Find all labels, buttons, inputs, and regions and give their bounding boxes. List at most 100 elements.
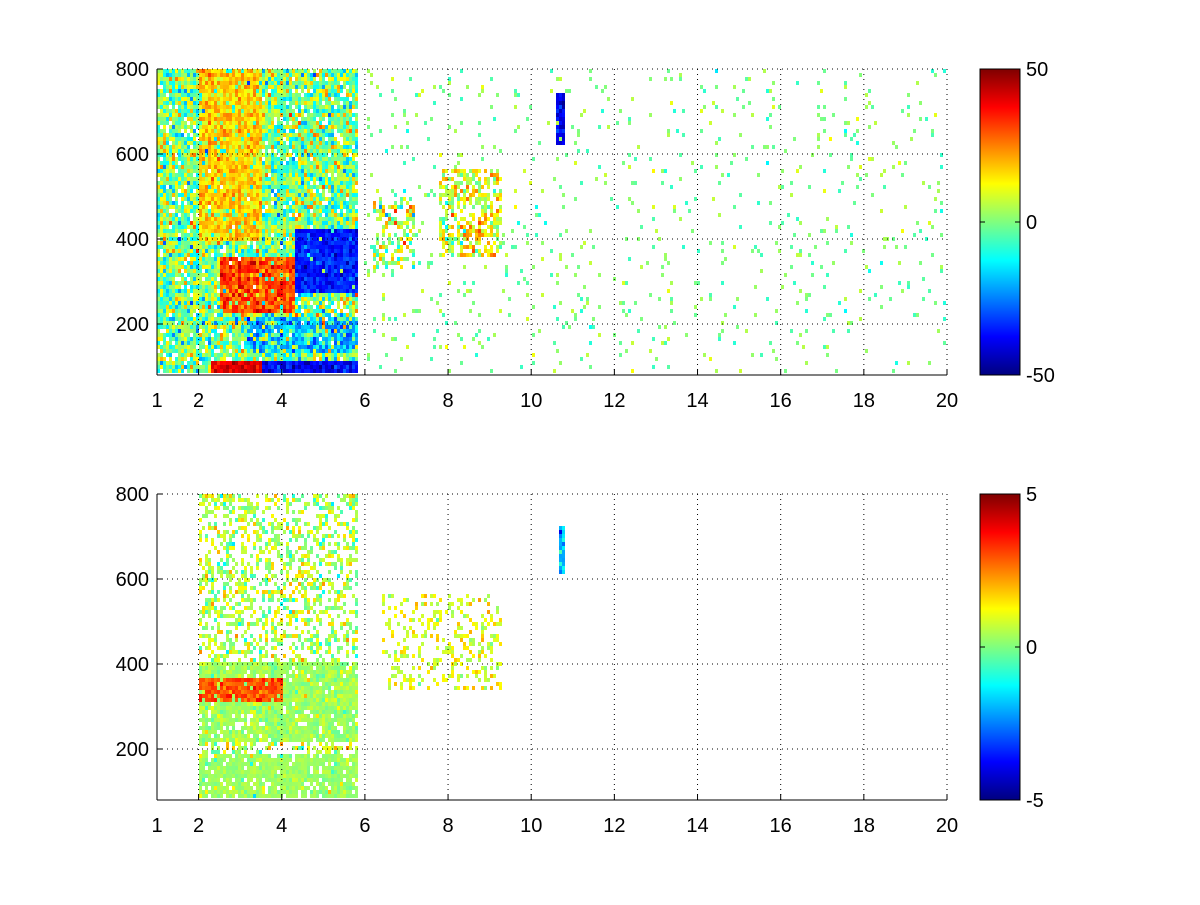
heatmap-cell <box>238 301 241 305</box>
heatmap-cell <box>265 149 268 153</box>
heatmap-cell <box>307 197 310 201</box>
heatmap-cell <box>235 93 238 97</box>
heatmap-cell <box>250 329 253 333</box>
heatmap-cell <box>184 149 187 153</box>
heatmap-cell <box>355 337 358 341</box>
heatmap-cell <box>313 357 316 361</box>
heatmap-cell <box>340 337 343 341</box>
heatmap-cell <box>163 301 166 305</box>
heatmap-cell <box>298 137 301 141</box>
heatmap-cell <box>319 301 322 305</box>
heatmap-cell <box>304 313 307 317</box>
heatmap-cell <box>238 133 241 137</box>
heatmap-cell <box>319 305 322 309</box>
heatmap-cell <box>226 281 229 285</box>
heatmap-cell <box>346 117 349 121</box>
heatmap-cell <box>277 113 280 117</box>
heatmap-cell <box>223 345 226 349</box>
heatmap-cell <box>223 69 226 73</box>
heatmap-cell <box>232 349 235 353</box>
heatmap-cell <box>223 225 226 229</box>
heatmap-cell <box>316 161 319 165</box>
heatmap-cell <box>184 161 187 165</box>
heatmap-cell <box>157 257 160 261</box>
heatmap-cell <box>268 201 271 205</box>
heatmap-cell <box>271 113 274 117</box>
heatmap-cell <box>337 241 340 245</box>
heatmap-cell <box>223 233 226 237</box>
heatmap-cell <box>241 101 244 105</box>
heatmap-cell <box>157 209 160 213</box>
heatmap-cell <box>172 237 175 241</box>
heatmap-cell <box>352 209 355 213</box>
heatmap-cell <box>169 153 172 157</box>
heatmap-cell <box>250 105 253 109</box>
heatmap-cell <box>307 237 310 241</box>
heatmap-cell <box>292 161 295 165</box>
heatmap-cell <box>265 221 268 225</box>
heatmap-cell <box>385 213 388 217</box>
heatmap-cell <box>229 205 232 209</box>
heatmap-cell <box>337 369 340 373</box>
heatmap-cell <box>346 281 349 285</box>
heatmap-cell <box>259 101 262 105</box>
heatmap-cell <box>181 93 184 97</box>
heatmap-cell <box>259 153 262 157</box>
heatmap-cell <box>292 281 295 285</box>
heatmap-cell <box>220 85 223 89</box>
heatmap-cell <box>220 361 223 365</box>
heatmap-cell <box>265 153 268 157</box>
heatmap-cell <box>271 77 274 81</box>
heatmap-cell <box>313 365 316 369</box>
heatmap-cell <box>403 313 406 317</box>
heatmap-cell <box>307 277 310 281</box>
heatmap-cell <box>232 81 235 85</box>
heatmap-cell <box>346 101 349 105</box>
heatmap-cell <box>250 237 253 241</box>
heatmap-cell <box>220 337 223 341</box>
heatmap-cell <box>349 329 352 333</box>
heatmap-cell <box>220 309 223 313</box>
heatmap-cell <box>343 245 346 249</box>
heatmap-cell <box>325 209 328 213</box>
heatmap-cell <box>247 245 250 249</box>
heatmap-cell <box>223 117 226 121</box>
heatmap-cell <box>241 181 244 185</box>
heatmap-cell <box>190 157 193 161</box>
heatmap-cell <box>244 113 247 117</box>
heatmap-cell <box>217 177 220 181</box>
heatmap-cell <box>211 81 214 85</box>
heatmap-cell <box>208 209 211 213</box>
heatmap-cell <box>307 289 310 293</box>
heatmap-cell <box>301 313 304 317</box>
heatmap-cell <box>256 141 259 145</box>
heatmap-cell <box>199 357 202 361</box>
heatmap-cell <box>193 277 196 281</box>
heatmap-cell <box>241 97 244 101</box>
heatmap-cell <box>307 93 310 97</box>
heatmap-cell <box>211 229 214 233</box>
heatmap-cell <box>244 217 247 221</box>
heatmap-cell <box>331 289 334 293</box>
heatmap-cell <box>247 285 250 289</box>
heatmap-cell <box>265 97 268 101</box>
heatmap-cell <box>322 249 325 253</box>
heatmap-cell <box>226 177 229 181</box>
heatmap-cell <box>244 301 247 305</box>
heatmap-cell <box>160 145 163 149</box>
heatmap-cell <box>175 121 178 125</box>
heatmap-cell <box>247 361 250 365</box>
heatmap-cell <box>193 337 196 341</box>
heatmap-cell <box>310 317 313 321</box>
heatmap-cell <box>289 73 292 77</box>
heatmap-cell <box>328 89 331 93</box>
heatmap-cell <box>232 273 235 277</box>
heatmap-cell <box>229 257 232 261</box>
heatmap-cell <box>313 85 316 89</box>
heatmap-cell <box>340 325 343 329</box>
heatmap-cell <box>262 369 265 373</box>
heatmap-cell <box>319 125 322 129</box>
heatmap-cell <box>334 101 337 105</box>
heatmap-cell <box>169 89 172 93</box>
heatmap-cell <box>253 305 256 309</box>
